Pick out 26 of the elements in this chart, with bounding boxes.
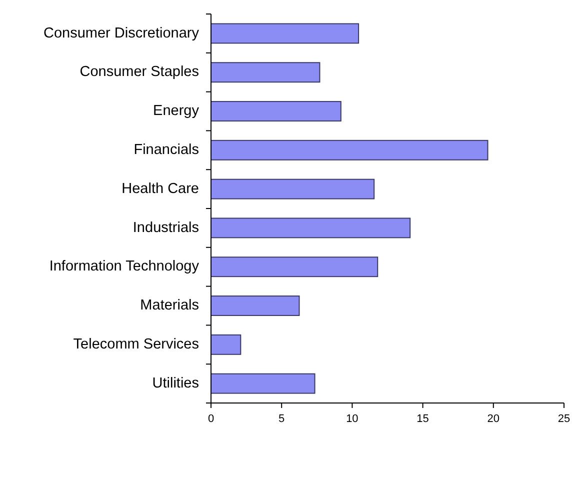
y-tick-label: Information Technology <box>49 258 200 275</box>
y-tick-label: Industrials <box>132 220 199 236</box>
bar <box>210 373 316 394</box>
bar <box>210 256 378 278</box>
x-tick-label: 5 <box>278 413 285 425</box>
y-tick-label: Financials <box>134 142 199 158</box>
y-tick-label: Consumer Staples <box>80 64 199 80</box>
bar <box>210 296 300 316</box>
y-tick-label: Utilities <box>152 375 199 392</box>
bar <box>210 101 342 122</box>
y-tick-label: Energy <box>153 103 200 120</box>
bar <box>210 23 360 44</box>
bar <box>210 140 488 160</box>
x-tick-label: 10 <box>346 413 358 425</box>
bar <box>210 334 242 355</box>
x-tick-label: 20 <box>487 413 500 425</box>
x-tick-label: 0 <box>208 413 214 425</box>
x-tick-label: 15 <box>416 413 429 425</box>
bar <box>210 62 320 83</box>
bar <box>210 218 411 238</box>
y-tick-label: Telecomm Services <box>73 336 199 352</box>
y-tick-label: Consumer Discretionary <box>43 25 200 42</box>
y-tick-label: Health Care <box>122 180 199 197</box>
x-tick-label: 25 <box>558 413 570 425</box>
y-tick-label: Materials <box>140 298 199 314</box>
bar <box>210 178 375 200</box>
